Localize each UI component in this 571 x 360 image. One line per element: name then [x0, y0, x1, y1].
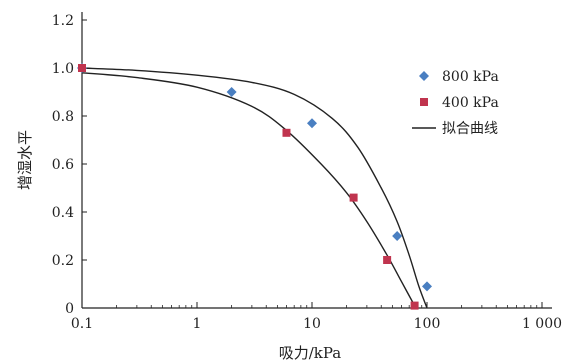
x-axis-label: 吸力/kPa: [279, 344, 342, 360]
legend-label: 800 kPa: [442, 69, 499, 85]
legend-label: 400 kPa: [442, 95, 499, 111]
y-tick-label: 0.6: [52, 157, 74, 173]
fit-curve: [81, 67, 428, 309]
data-points: [77, 63, 432, 310]
x-tick-label: 1 000: [522, 316, 562, 332]
y-tick-label: 1.2: [52, 13, 74, 29]
fit-curves: [81, 67, 428, 309]
legend-label: 拟合曲线: [442, 121, 498, 137]
point-400kpa: [78, 64, 86, 72]
legend-marker-400kpa: [420, 98, 428, 106]
y-tick-label: 0.8: [52, 109, 74, 125]
y-tick-label: 0.2: [52, 253, 74, 269]
point-400kpa: [349, 193, 358, 202]
x-tick-label: 100: [414, 316, 441, 332]
axes: 0 0.2 0.4 0.6 0.8 1.0 1.2 0.1 1 10 100 1 000: [52, 12, 562, 332]
y-axis-label: 增湿水平: [16, 130, 34, 190]
y-tick-label: 0.4: [52, 205, 74, 221]
x-tick-label: 0.1: [71, 316, 93, 332]
point-800kpa: [422, 281, 432, 292]
point-800kpa: [392, 231, 403, 241]
legend: 800 kPa 400 kPa 拟合曲线: [412, 69, 499, 137]
point-400kpa: [383, 256, 392, 264]
y-tick-label: 0: [65, 301, 74, 317]
legend-marker-800kpa: [419, 71, 429, 81]
point-400kpa: [410, 301, 419, 310]
y-tick-label: 1.0: [52, 61, 74, 77]
point-800kpa: [307, 118, 317, 129]
point-400kpa: [282, 128, 291, 137]
fit-curve: [81, 72, 417, 309]
x-tick-label: 10: [303, 316, 321, 332]
x-tick-label: 1: [193, 316, 202, 332]
point-800kpa: [226, 87, 237, 97]
